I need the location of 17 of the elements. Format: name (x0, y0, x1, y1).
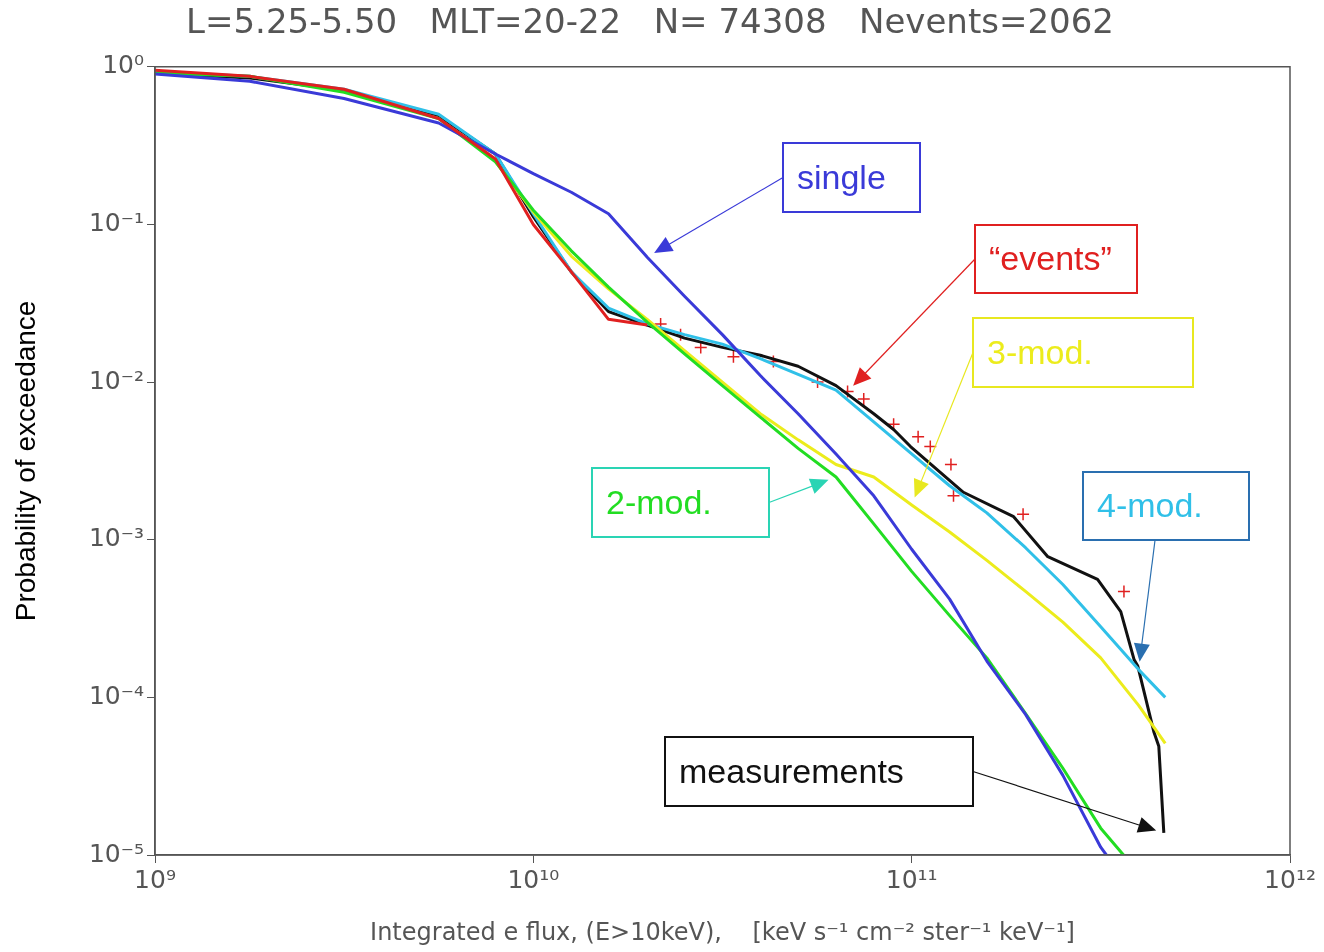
x-axis-title: Integrated e flux, (E>10keV), [keV s⁻¹ cm⁻² ster⁻¹ keV⁻¹] (370, 917, 1075, 946)
text: measurements (679, 751, 904, 790)
y-tick-label: 10⁻¹ (88, 207, 144, 237)
series-label: 4-mod. (1097, 486, 1203, 524)
x-tick-label: 10¹¹ (885, 864, 938, 894)
y-tick-label: 10⁻⁴ (88, 680, 144, 710)
x-tick-label: 10¹² (1264, 864, 1316, 894)
y-axis-title: Probability of exceedance (9, 300, 41, 622)
text: single (797, 157, 886, 196)
y-tick-label: 10⁰ (102, 50, 144, 80)
y-tick-label: 10⁻³ (88, 523, 144, 553)
text: “events” (989, 239, 1112, 277)
text: 2-mod. (606, 482, 712, 521)
chart-title: L=5.25-5.50 MLT=20-22 N= 74308 Nevents=2062 (186, 1, 1114, 42)
y-tick-label: 10⁻² (88, 365, 144, 395)
x-tick-label: 10¹⁰ (507, 864, 560, 894)
text: 3-mod. (987, 332, 1093, 371)
